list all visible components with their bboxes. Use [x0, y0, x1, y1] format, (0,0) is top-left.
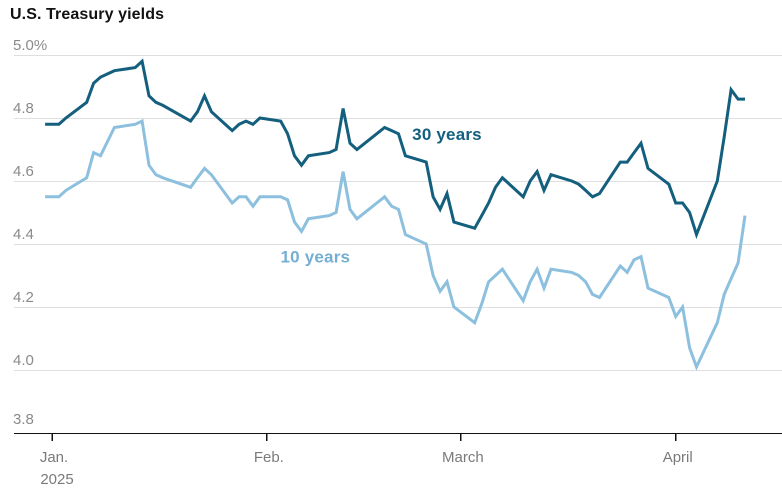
series-line-30-years [45, 58, 745, 240]
chart-title: U.S. Treasury yields [10, 6, 165, 23]
series-label-30-years: 30 years [412, 125, 482, 144]
y-axis-label-4.6: 4.6 [13, 163, 34, 180]
y-axis-label-4.0: 4.0 [13, 352, 34, 369]
x-axis-sublabel-2025: 2025 [40, 471, 73, 488]
x-axis-label-Jan.: Jan. [40, 449, 68, 466]
y-axis-label-4.4: 4.4 [13, 226, 34, 243]
x-axis-label-March: March [442, 449, 484, 466]
x-axis-label-Feb.: Feb. [254, 449, 284, 466]
y-axis-label-3.8: 3.8 [13, 411, 34, 428]
series-label-10-years: 10 years [281, 248, 351, 267]
y-axis-label-4.8: 4.8 [13, 100, 34, 117]
y-axis-label-5.0%: 5.0% [13, 37, 47, 54]
y-axis-label-4.2: 4.2 [13, 289, 34, 306]
series-line-10-years [45, 118, 747, 371]
x-axis-label-April: April [663, 449, 693, 466]
